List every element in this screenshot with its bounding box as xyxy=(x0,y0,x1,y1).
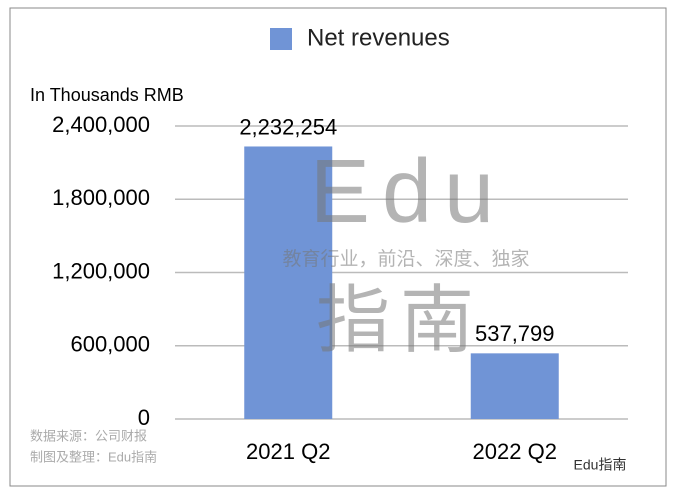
y-tick-label: 2,400,000 xyxy=(52,112,150,137)
y-tick-label: 600,000 xyxy=(70,332,150,357)
watermark: Edu 教育行业，前沿、深度、独家 指南 xyxy=(282,142,529,362)
source-line: 数据来源：公司财报 xyxy=(30,428,147,443)
chart-frame xyxy=(9,7,667,487)
watermark-tagline: 教育行业，前沿、深度、独家 xyxy=(282,248,529,270)
y-tick-label: 1,200,000 xyxy=(52,258,150,283)
bar xyxy=(244,146,333,419)
y-tick-label: 1,800,000 xyxy=(52,185,150,210)
legend-swatch xyxy=(270,28,292,50)
value-label: 537,799 xyxy=(475,321,555,346)
y-axis-label: In Thousands RMB xyxy=(30,85,184,105)
plot: 0 600,000 1,200,000 1,800,000 2,400,000 Net r… xyxy=(52,24,628,464)
watermark-name: 指南 xyxy=(316,279,484,362)
watermark-logo: Edu xyxy=(310,142,506,242)
legend-label: Net revenues xyxy=(307,24,450,51)
account-name: Edu指南 xyxy=(574,457,627,473)
x-tick-label: 2021 Q2 xyxy=(246,439,330,464)
bar xyxy=(470,353,559,419)
source-line: 制图及整理：Edu指南 xyxy=(30,449,157,464)
value-label: 2,232,254 xyxy=(239,114,337,139)
x-tick-label: 2022 Q2 xyxy=(473,439,557,464)
y-tick-label: 0 xyxy=(138,405,150,430)
